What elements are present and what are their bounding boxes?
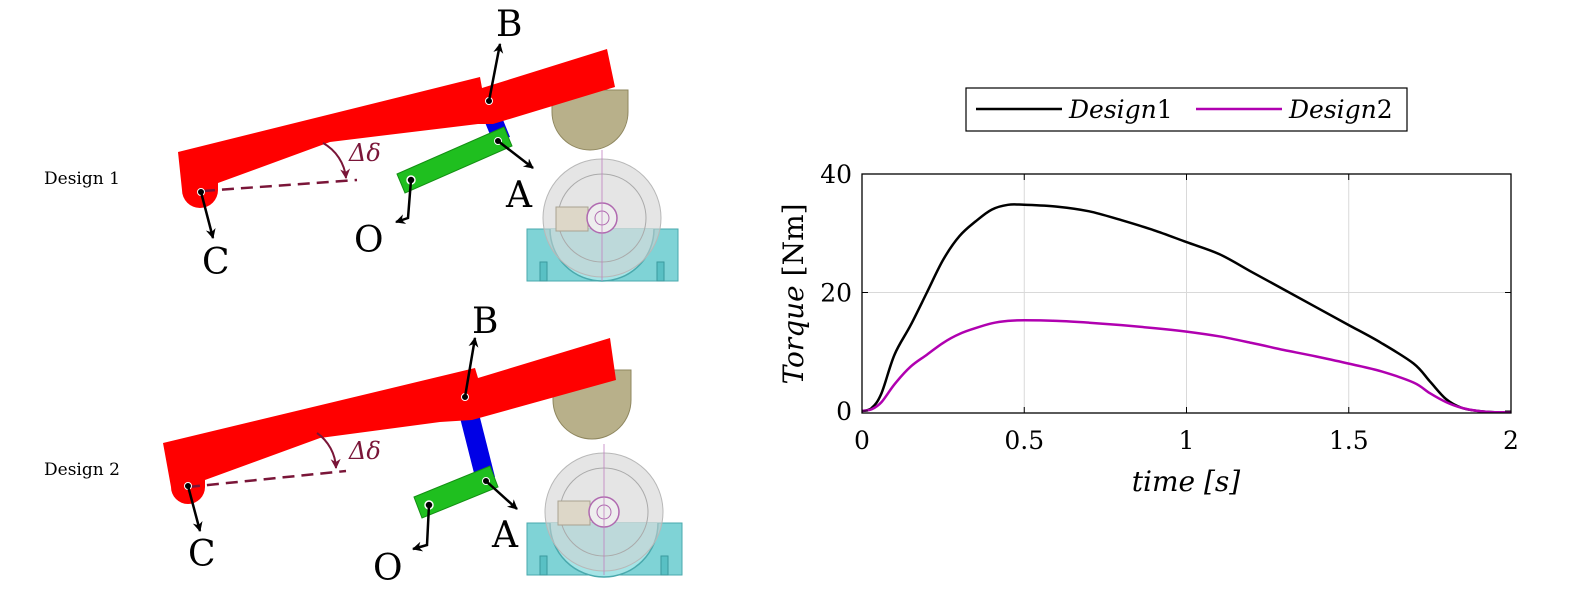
- point-c-label-1: C: [202, 242, 230, 283]
- x-tick-label: 0: [854, 426, 870, 455]
- crank-oa-2: [413, 465, 499, 519]
- legend-label-design1: Design1: [1068, 95, 1173, 124]
- angle-label-1: Δδ: [348, 139, 381, 167]
- pointer-a-1: [497, 140, 534, 169]
- series-line-design2: [861, 319, 1512, 414]
- mechanism-design-2: Design 2 Δδ B A C O: [44, 301, 683, 589]
- base-block-2: [526, 444, 683, 578]
- reference-line-1: [202, 178, 358, 193]
- legend-design2-num: 2: [1377, 95, 1393, 124]
- x-tick-label: 2: [1503, 426, 1519, 455]
- point-c-label-2: C: [188, 534, 216, 575]
- lever-2: [163, 338, 616, 504]
- pointer-b-1: [487, 43, 504, 102]
- design-1-label: Design 1: [44, 169, 120, 189]
- pointer-o-2: [412, 504, 431, 552]
- point-o-label-2: O: [373, 548, 403, 589]
- lever-1: [178, 49, 615, 208]
- y-tick-label: 0: [836, 397, 852, 426]
- x-tick-label: 1.5: [1329, 426, 1369, 455]
- legend-design1-num: 1: [1157, 95, 1173, 124]
- y-axis-label-unit: [Nm]: [777, 203, 810, 276]
- point-a-label-2: A: [491, 515, 519, 556]
- legend-design2-word: Design: [1288, 95, 1377, 124]
- pointer-b-2: [463, 337, 479, 398]
- legend: Design1 Design2: [965, 87, 1408, 132]
- pointer-c-2: [186, 485, 203, 532]
- point-o-label-1: O: [354, 220, 384, 261]
- angle-arc-2: [316, 432, 341, 469]
- x-axis-label-unit: [s]: [1204, 465, 1240, 498]
- point-b-label-2: B: [472, 301, 498, 342]
- series-lines: [861, 203, 1512, 414]
- y-axis-label-var: Torque: [777, 285, 810, 384]
- mechanism-design-1: Design 1 Δδ B: [44, 4, 679, 283]
- pointer-c-1: [199, 191, 216, 239]
- x-tick-label: 0.5: [1004, 426, 1044, 455]
- legend-design1-word: Design: [1068, 95, 1157, 124]
- base-block-1: [526, 150, 679, 282]
- grid: [862, 174, 1511, 413]
- y-tick-label: 40: [820, 160, 852, 189]
- x-axis-label: time [s]: [1132, 465, 1241, 498]
- series-line-design1: [861, 203, 1512, 414]
- x-tick-label: 1: [1179, 426, 1195, 455]
- pointer-o-1: [395, 179, 413, 224]
- x-axis-label-var: time: [1132, 465, 1195, 498]
- crank-oa-1: [396, 126, 513, 194]
- angle-arc-1: [322, 142, 351, 179]
- y-axis-label: Torque [Nm]: [777, 203, 810, 384]
- roller-1: [551, 89, 629, 151]
- point-a-label-1: A: [505, 175, 533, 216]
- reference-line-2: [187, 469, 347, 489]
- legend-label-design2: Design2: [1288, 95, 1393, 124]
- pointer-a-2: [485, 480, 518, 510]
- point-b-label-1: B: [496, 4, 522, 45]
- design-2-label: Design 2: [44, 460, 120, 480]
- angle-label-2: Δδ: [348, 437, 381, 465]
- y-tick-label: 20: [820, 279, 852, 308]
